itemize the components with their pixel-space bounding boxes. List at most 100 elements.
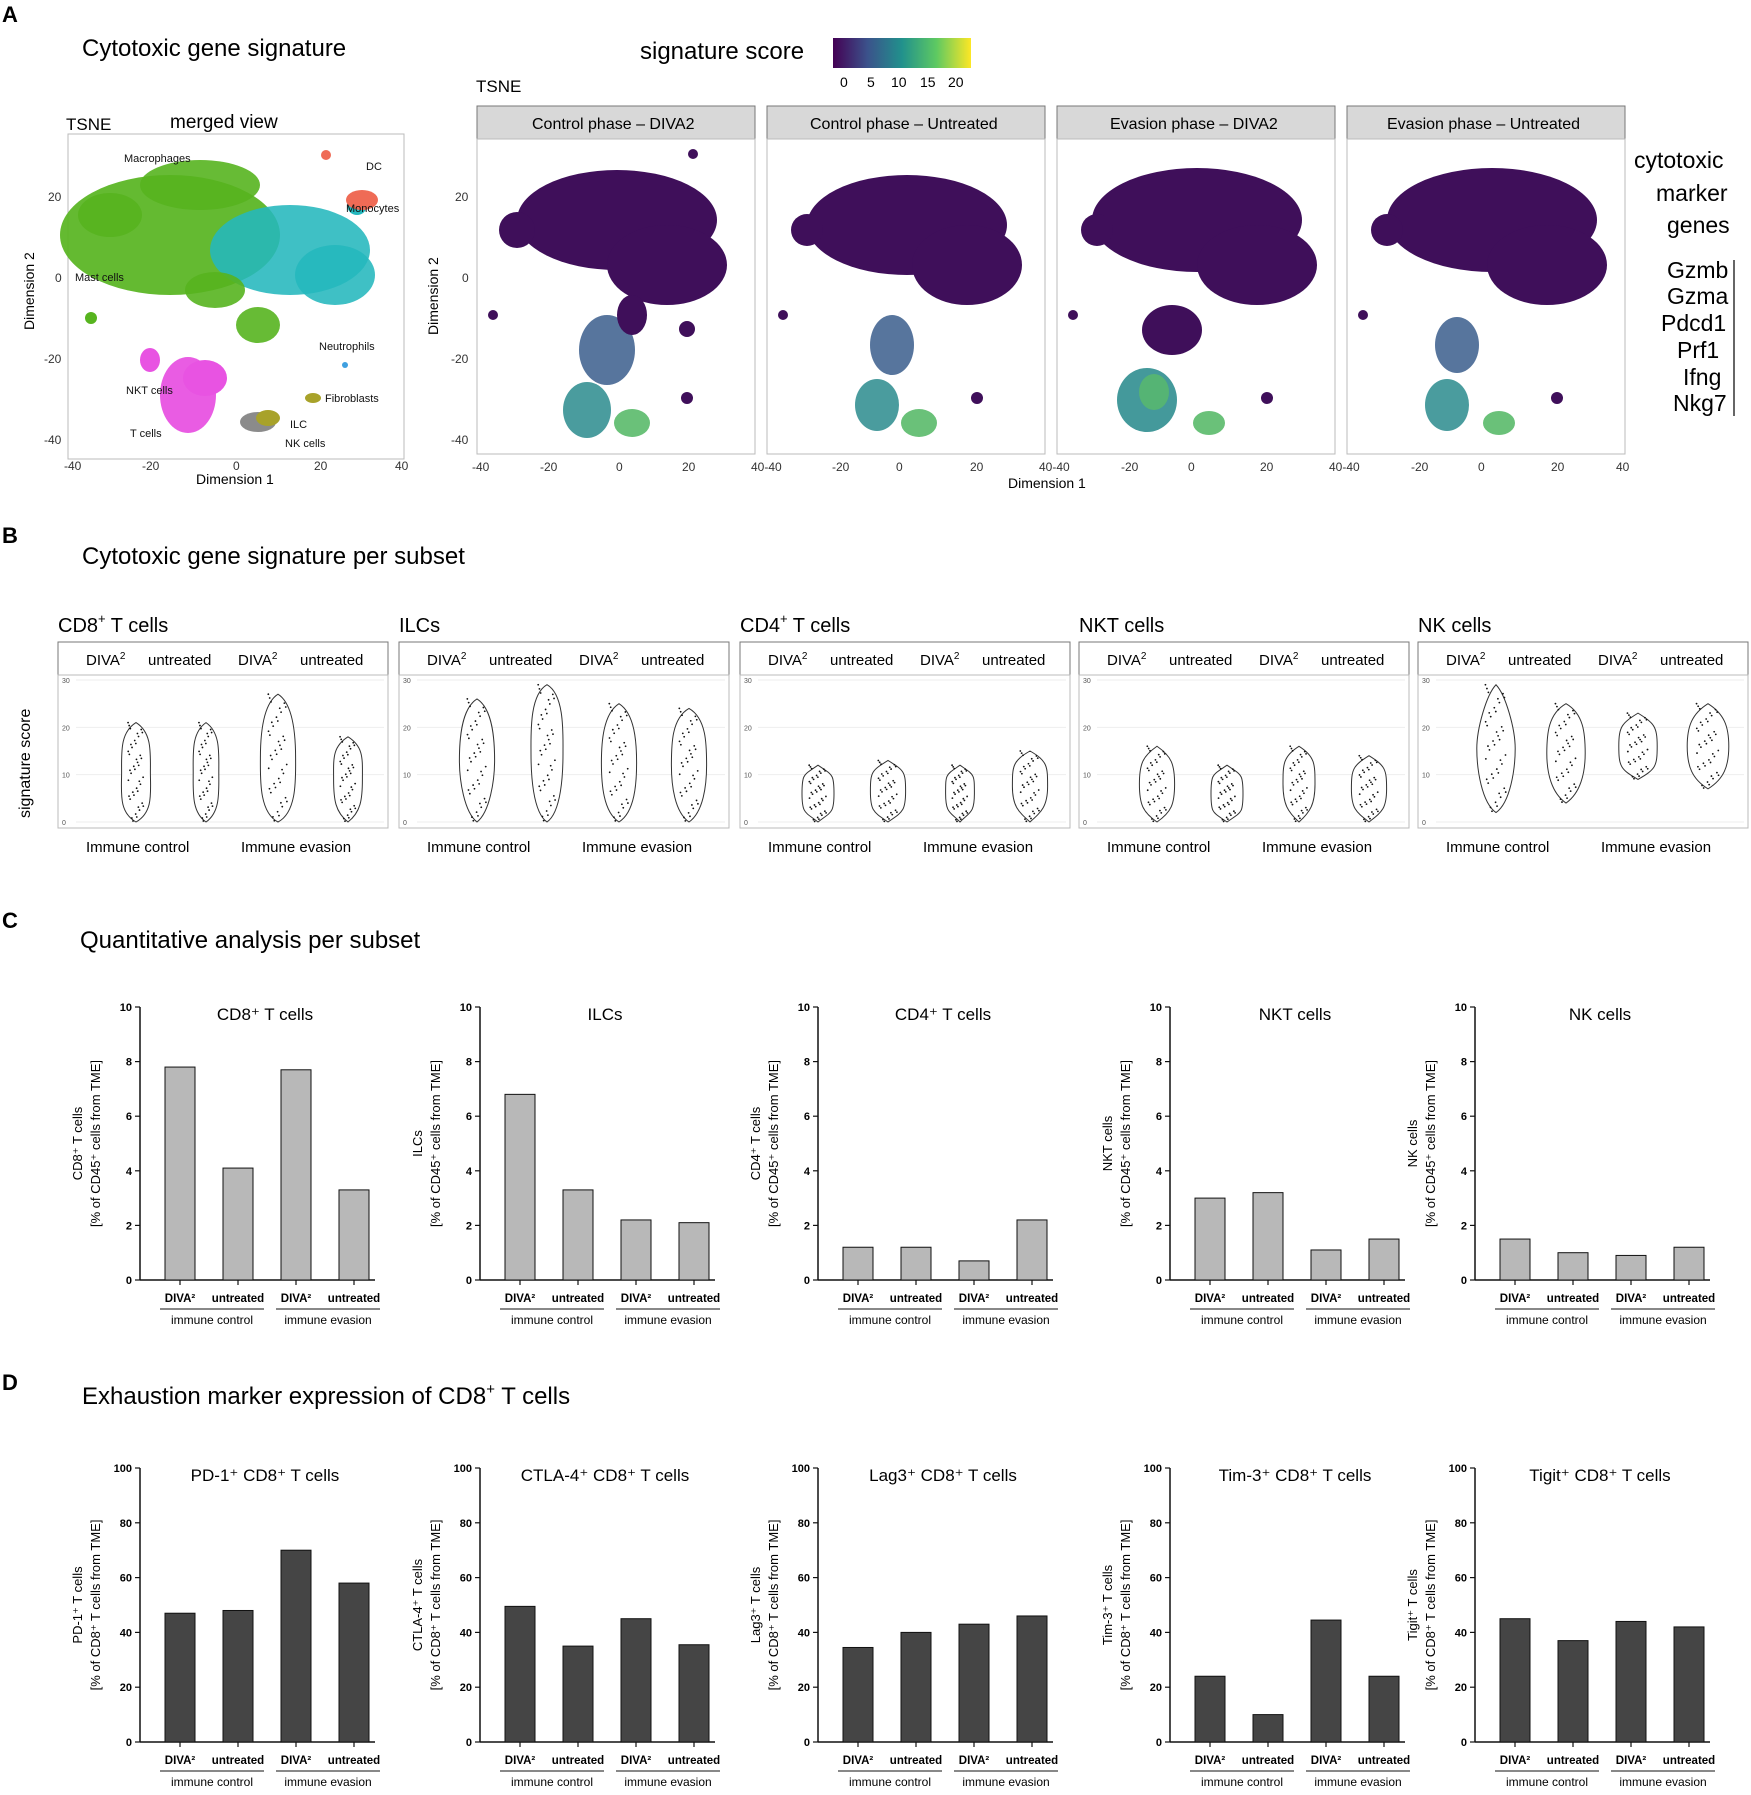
bar-category-label: untreated [1663, 1755, 1715, 1767]
violin-strip-label: DIVA2 [768, 651, 808, 669]
bar [280, 1549, 312, 1743]
bar-chart-ytick: 60 [798, 1573, 810, 1585]
merged-xtick: -20 [142, 459, 160, 473]
violin-strip-label-text: untreated [1508, 652, 1571, 669]
bar-chart-ytick: 100 [454, 1463, 472, 1475]
bar-category-label: DIVA² [281, 1755, 312, 1767]
violin-subset-title: CD4+ T cells [740, 611, 850, 637]
violin-strip-label-sup: 2 [802, 651, 808, 662]
bar [1499, 1238, 1531, 1281]
bar-category-label: untreated [1358, 1293, 1410, 1305]
bar-category-label: untreated [890, 1755, 942, 1767]
violin-strip-label-sup: 2 [461, 651, 467, 662]
cluster-label: Fibroblasts [325, 393, 379, 405]
violin-ytick: 30 [403, 678, 411, 685]
facet-strip-label: Evasion phase – DIVA2 [1110, 116, 1278, 133]
marker-heading-line: marker [1656, 180, 1728, 206]
bar-group-label: immune evasion [1619, 1775, 1706, 1789]
bar-category-label: DIVA² [1311, 1293, 1342, 1305]
bar-category-label: untreated [890, 1293, 942, 1305]
bar [842, 1246, 874, 1281]
violin-strip-label-sup: 2 [1293, 651, 1299, 662]
violin-strip-label-sup: 2 [613, 651, 619, 662]
violin-strip-label: DIVA2 [427, 651, 467, 669]
facet-strip-label: Control phase – Untreated [810, 116, 998, 133]
bar-chart-ytick: 8 [1156, 1057, 1162, 1069]
bar-group-label: immune evasion [1314, 1775, 1401, 1789]
bar [164, 1066, 196, 1281]
violin-group-label: Immune control [86, 839, 189, 856]
violin-strip-label-text: DIVA [1107, 652, 1141, 669]
cluster-label: DC [366, 161, 382, 173]
facet-xtick: 20 [682, 460, 696, 474]
facet-xtick: -20 [1121, 460, 1139, 474]
bar-group-label: immune control [511, 1313, 593, 1327]
bar-chart-ytick: 10 [460, 1002, 472, 1014]
bar-chart-ytick: 2 [466, 1220, 472, 1232]
panel-letter-d: D [2, 1370, 18, 1395]
violin-shape [1476, 684, 1516, 814]
tsne-label-facets: TSNE [476, 77, 521, 96]
bar-chart-ytick: 80 [1150, 1518, 1162, 1530]
bar-category-label: untreated [1358, 1755, 1410, 1767]
bar-chart-ylabel: CTLA-4⁺ T cells [410, 1558, 425, 1651]
bar-chart-ytick: 10 [1150, 1002, 1162, 1014]
bar [504, 1605, 536, 1743]
violin-ytick: 0 [1422, 820, 1426, 827]
bar-chart-ylabel: CD8⁺ T cells [70, 1106, 85, 1180]
bar-group-label: immune evasion [284, 1775, 371, 1789]
violin-strip-label-sup: 2 [272, 651, 278, 662]
violin-shape [670, 707, 708, 823]
bar [338, 1189, 370, 1281]
bar-category-label: untreated [328, 1293, 380, 1305]
cluster-label: Neutrophils [319, 341, 375, 353]
violin-subset-title: CD8+ T cells [58, 611, 168, 637]
bar-chart-ytick: 40 [460, 1627, 472, 1639]
panel-b: B Cytotoxic gene signature per subset si… [2, 523, 1749, 856]
bar-chart-ytick: 4 [1461, 1166, 1468, 1178]
bar-chart-ytick: 10 [120, 1002, 132, 1014]
cluster-label: Mast cells [75, 272, 124, 284]
bar-chart-ytick: 20 [120, 1682, 132, 1694]
bar [678, 1644, 710, 1743]
facet-xtick: 0 [616, 460, 623, 474]
merged-xtick: -40 [64, 459, 82, 473]
violin-ytick: 20 [1422, 725, 1430, 732]
panel-a-title: Cytotoxic gene signature [82, 35, 346, 62]
bar-chart-ytick: 20 [798, 1682, 810, 1694]
marker-heading-line: genes [1667, 212, 1730, 238]
facet-xtick: 40-40 [1329, 460, 1360, 474]
bar-category-label: untreated [1006, 1293, 1058, 1305]
violin-group-label: Immune control [427, 839, 530, 856]
violin-strip-label-sup: 2 [120, 651, 126, 662]
bar [1673, 1246, 1705, 1281]
bar-chart-ytick: 80 [1455, 1518, 1467, 1530]
bar-category-label: untreated [328, 1755, 380, 1767]
facet-ytick: 20 [455, 190, 469, 204]
facet-panel: Evasion phase – Untreated [1346, 105, 1626, 455]
marker-gene: Prf1 [1677, 337, 1719, 363]
facet-ytick: -40 [451, 433, 469, 447]
violin-strip-label-text: untreated [641, 652, 704, 669]
bar [222, 1167, 254, 1281]
bar-chart-ytick: 0 [1461, 1275, 1467, 1287]
bar-chart-ytick: 40 [120, 1627, 132, 1639]
marker-gene: Gzma [1667, 283, 1729, 309]
bar-chart-ylabel: NKT cells [1100, 1115, 1115, 1171]
bar-chart-ytick: 0 [1156, 1275, 1162, 1287]
cluster-label: NKT cells [126, 385, 173, 397]
colorbar-tick: 0 [840, 74, 848, 90]
bar [1016, 1219, 1048, 1281]
bar-chart-ytick: 60 [460, 1573, 472, 1585]
bar-category-label: untreated [552, 1755, 604, 1767]
bar-category-label: DIVA² [505, 1755, 536, 1767]
violin-strip-label: untreated [148, 652, 211, 669]
bar-category-label: DIVA² [1195, 1293, 1226, 1305]
violin-group-label: Immune evasion [241, 839, 351, 856]
bar-chart-title: Tigit⁺ CD8⁺ T cells [1529, 1466, 1670, 1485]
violin-ytick: 20 [744, 725, 752, 732]
bar-group-label: immune evasion [624, 1313, 711, 1327]
facet-panel: Control phase – DIVA2 [476, 105, 756, 455]
violin-strip-label: DIVA2 [1107, 651, 1147, 669]
